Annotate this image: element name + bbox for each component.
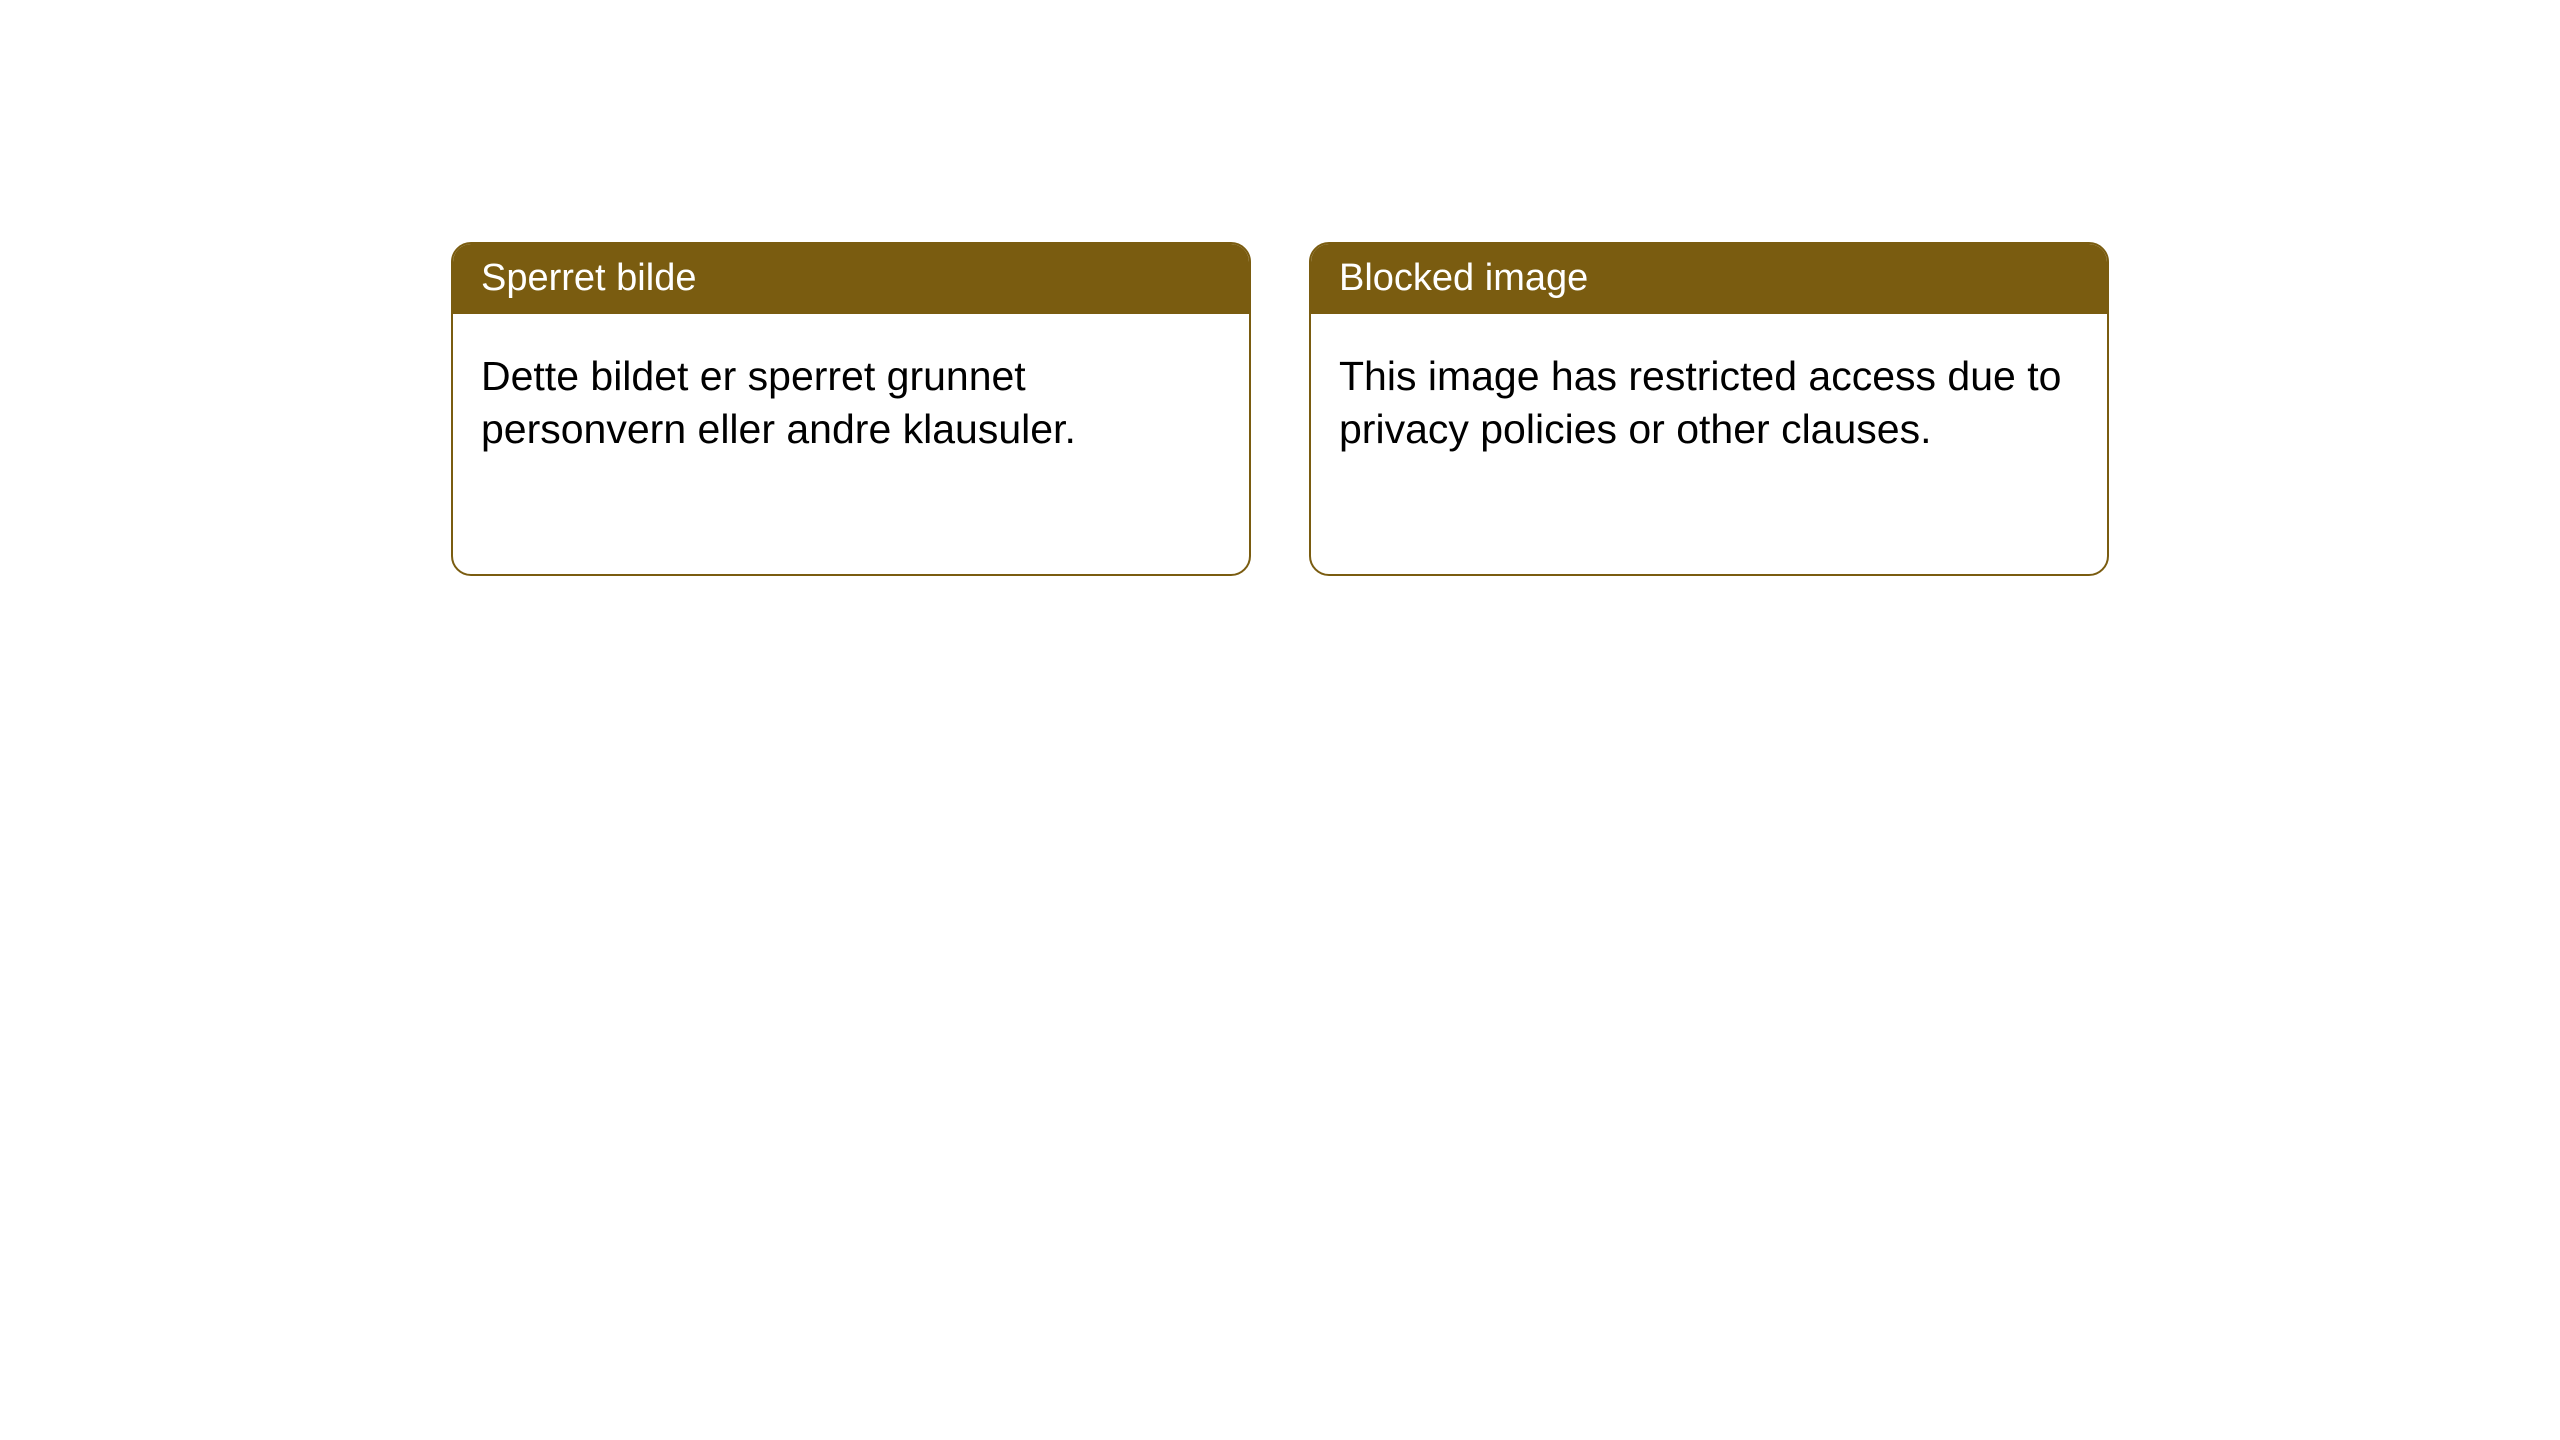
notice-panel-en: Blocked image This image has restricted … xyxy=(1309,242,2109,576)
panel-body-no: Dette bildet er sperret grunnet personve… xyxy=(453,314,1249,493)
panel-header-en: Blocked image xyxy=(1311,244,2107,314)
panel-body-en: This image has restricted access due to … xyxy=(1311,314,2107,493)
panel-header-no: Sperret bilde xyxy=(453,244,1249,314)
notice-panel-no: Sperret bilde Dette bildet er sperret gr… xyxy=(451,242,1251,576)
blocked-image-notices: Sperret bilde Dette bildet er sperret gr… xyxy=(451,242,2109,576)
